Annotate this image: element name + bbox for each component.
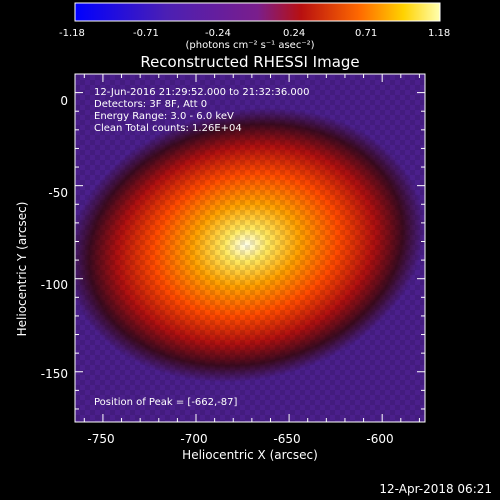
colorbar-units: (photons cm⁻² s⁻¹ asec⁻²) bbox=[185, 40, 315, 51]
colorbar-tick-label: 0.71 bbox=[355, 28, 378, 39]
colorbar-tick-label: -0.24 bbox=[205, 28, 231, 39]
annotation-method: Clean Total counts: 1.26E+04 bbox=[94, 123, 242, 134]
y-tick-label: 0 bbox=[60, 94, 68, 108]
y-tick-label: -100 bbox=[40, 278, 68, 292]
x-tick-label: -600 bbox=[366, 432, 394, 446]
chart-title: Reconstructed RHESSI Image bbox=[140, 53, 360, 71]
y-tick-label: -150 bbox=[40, 367, 68, 381]
axis-ticks bbox=[75, 73, 425, 422]
colorbar-gradient bbox=[74, 2, 441, 22]
colorbar-tick-label: 0.24 bbox=[283, 28, 306, 39]
y-tick-label: -50 bbox=[48, 186, 68, 200]
x-tick-label: -700 bbox=[180, 432, 208, 446]
colorbar-tick-label: -1.18 bbox=[59, 28, 85, 39]
y-axis-label: Heliocentric Y (arcsec) bbox=[15, 201, 29, 337]
annotation-peak-position: Position of Peak = [-662,-87] bbox=[94, 397, 238, 408]
x-tick-label: -650 bbox=[273, 432, 301, 446]
x-axis-label: Heliocentric X (arcsec) bbox=[182, 448, 318, 462]
annotation-detectors: Detectors: 3F 8F, Att 0 bbox=[94, 99, 208, 110]
x-tick-label: -750 bbox=[87, 432, 115, 446]
colorbar-tick-label: 1.18 bbox=[428, 28, 451, 39]
colorbar-tick-label: -0.71 bbox=[133, 28, 159, 39]
annotation-time-range: 12-Jun-2016 21:29:52.000 to 21:32:36.000 bbox=[94, 87, 310, 98]
annotation-energy: Energy Range: 3.0 - 6.0 keV bbox=[94, 111, 234, 122]
colorbar bbox=[74, 2, 441, 22]
plot-frame bbox=[74, 73, 426, 423]
render-timestamp: 12-Apr-2018 06:21 bbox=[379, 482, 492, 496]
